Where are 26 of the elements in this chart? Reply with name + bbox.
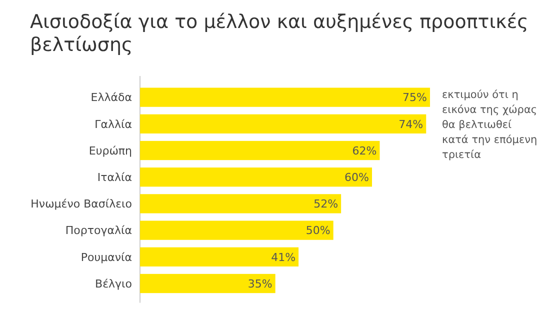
- bar: [140, 247, 299, 266]
- bar: [140, 168, 372, 187]
- bar: [140, 140, 380, 160]
- y-tick-label: Γαλλία: [94, 118, 132, 131]
- data-label: 75%: [402, 91, 427, 104]
- y-tick-label: Ευρώπη: [88, 144, 132, 158]
- text: εκτιμούν ότι η εικόνα της χώρας θα βελτιωθεί κατά την επόμενη τριετία: [442, 89, 538, 161]
- data-label: 60%: [344, 170, 369, 184]
- y-tick-label: Πορτογαλία: [65, 224, 132, 238]
- data-label: 41%: [271, 250, 296, 264]
- data-label: 62%: [352, 144, 377, 158]
- y-tick-label: Ελλάδα: [90, 91, 132, 104]
- bar: [140, 114, 426, 134]
- bar: [140, 194, 342, 214]
- data-label: 35%: [248, 277, 272, 290]
- data-label: 52%: [314, 198, 338, 211]
- data-label: 50%: [306, 224, 330, 238]
- y-tick-label: Ιταλία: [97, 170, 132, 184]
- chart-title: Αισιοδοξία για το μέλλον και αυξημένες προοπτικές βελτίωσης: [30, 11, 528, 56]
- bar: [140, 88, 430, 107]
- data-label: 74%: [398, 118, 424, 131]
- y-tick-label: Ρουμανία: [80, 250, 132, 264]
- bar: [140, 274, 276, 294]
- bar: [140, 220, 334, 240]
- y-tick-label: Ηνωμένο Βασίλειο: [30, 198, 132, 211]
- y-tick-label: Βέλγιο: [95, 277, 132, 290]
